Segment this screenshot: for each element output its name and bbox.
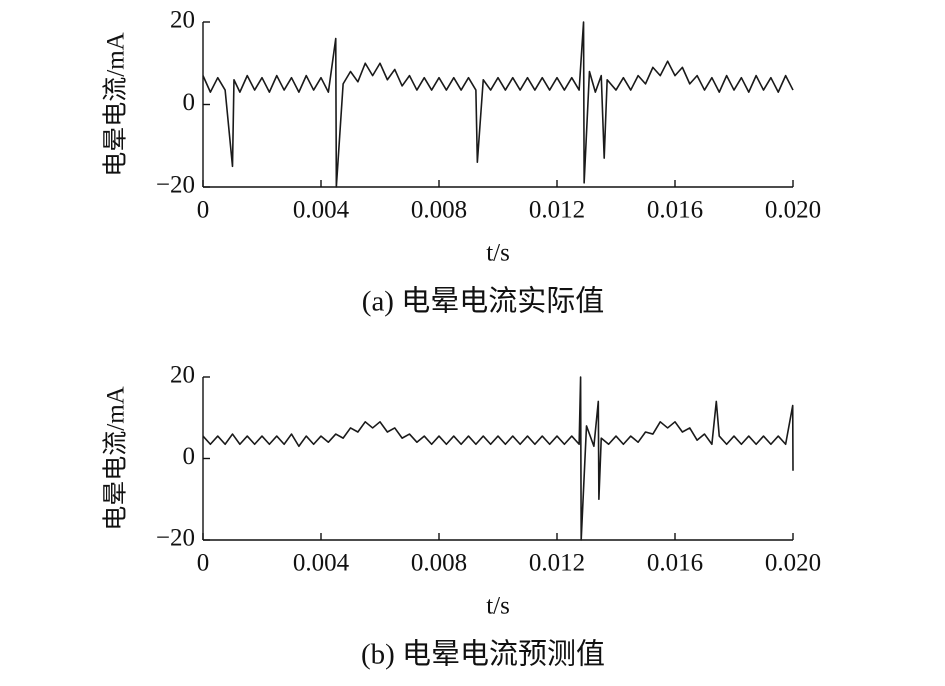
caption: (b) 电晕电流预测值 bbox=[361, 638, 605, 671]
x-tick-label: 0.012 bbox=[529, 550, 585, 577]
x-axis-label: t/s bbox=[486, 240, 510, 267]
signal-line bbox=[202, 21, 794, 188]
x-tick-label: 0 bbox=[197, 550, 210, 577]
x-tick-label: 0.008 bbox=[411, 550, 467, 577]
x-axis-label: t/s bbox=[486, 593, 510, 620]
y-tick-label: 20 bbox=[170, 362, 195, 389]
x-tick-label: 0.008 bbox=[411, 197, 467, 224]
y-tick-label: −20 bbox=[156, 525, 195, 552]
y-axis-label: 电晕电流/mA bbox=[102, 386, 130, 530]
x-tick-label: 0.016 bbox=[647, 550, 703, 577]
x-tick-label: 0.016 bbox=[647, 197, 703, 224]
y-tick-label: 20 bbox=[170, 7, 195, 34]
x-tick-label: 0 bbox=[197, 197, 210, 224]
y-tick-label: 0 bbox=[183, 443, 196, 470]
x-tick-label: 0.004 bbox=[293, 550, 350, 577]
caption: (a) 电晕电流实际值 bbox=[362, 285, 604, 318]
x-tick-label: 0.020 bbox=[765, 197, 821, 224]
signal-line bbox=[202, 376, 794, 541]
x-tick-label: 0.004 bbox=[293, 197, 350, 224]
y-tick-label: −20 bbox=[156, 172, 195, 199]
y-tick-label: 0 bbox=[183, 89, 196, 116]
y-axis-label: 电晕电流/mA bbox=[102, 32, 130, 176]
x-tick-label: 0.020 bbox=[765, 550, 821, 577]
x-tick-label: 0.012 bbox=[529, 197, 585, 224]
